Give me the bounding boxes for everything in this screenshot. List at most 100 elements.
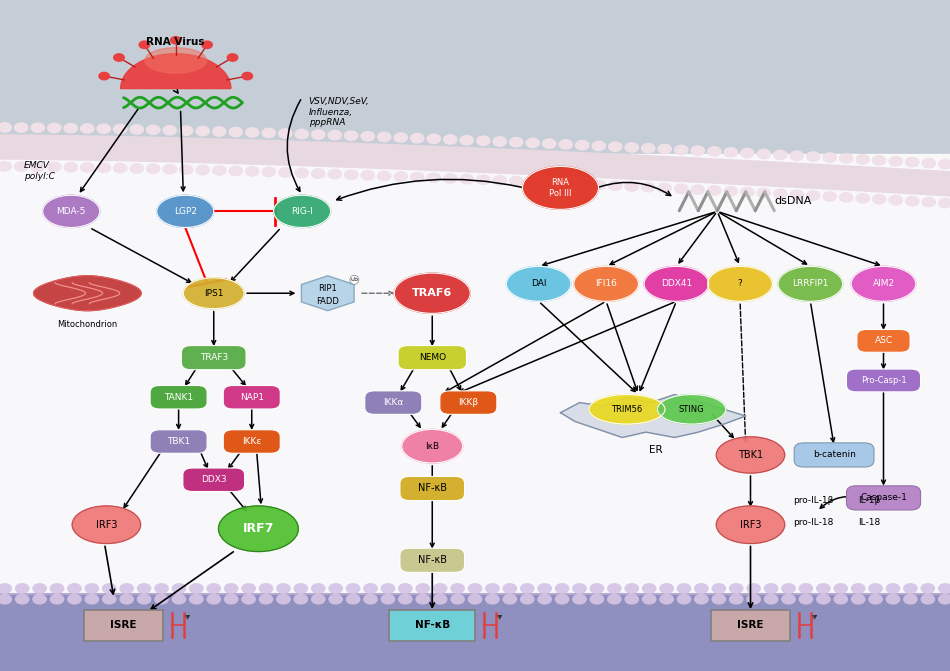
Circle shape xyxy=(155,584,168,593)
Circle shape xyxy=(691,146,704,156)
Text: IKKβ: IKKβ xyxy=(458,398,479,407)
Text: TRAF6: TRAF6 xyxy=(412,289,452,298)
FancyBboxPatch shape xyxy=(150,385,207,409)
Circle shape xyxy=(64,123,77,133)
Text: NF-κB: NF-κB xyxy=(414,621,450,630)
Circle shape xyxy=(468,595,482,604)
Circle shape xyxy=(224,595,238,604)
FancyBboxPatch shape xyxy=(182,468,245,491)
Text: FADD: FADD xyxy=(316,297,339,306)
Circle shape xyxy=(428,173,441,183)
Circle shape xyxy=(0,584,11,593)
Circle shape xyxy=(694,584,708,593)
Circle shape xyxy=(905,197,919,206)
Circle shape xyxy=(328,130,341,140)
Circle shape xyxy=(468,584,482,593)
Circle shape xyxy=(886,584,900,593)
Circle shape xyxy=(712,595,726,604)
Ellipse shape xyxy=(43,195,100,227)
Circle shape xyxy=(213,166,226,175)
Text: DAI: DAI xyxy=(531,279,546,289)
Circle shape xyxy=(33,584,47,593)
FancyBboxPatch shape xyxy=(390,610,476,641)
Text: LRRFIP1: LRRFIP1 xyxy=(792,279,828,289)
Circle shape xyxy=(103,584,116,593)
Ellipse shape xyxy=(183,278,244,309)
Circle shape xyxy=(521,584,534,593)
Circle shape xyxy=(81,162,94,172)
Circle shape xyxy=(64,162,77,172)
Circle shape xyxy=(747,595,760,604)
Circle shape xyxy=(560,140,573,149)
Circle shape xyxy=(642,584,656,593)
Circle shape xyxy=(560,178,573,188)
Circle shape xyxy=(730,584,743,593)
Ellipse shape xyxy=(218,506,298,552)
Text: IκB: IκB xyxy=(426,442,439,451)
Circle shape xyxy=(939,160,950,169)
Text: TBK1: TBK1 xyxy=(167,437,190,446)
Circle shape xyxy=(477,136,490,146)
Circle shape xyxy=(410,134,424,143)
Circle shape xyxy=(190,595,203,604)
Text: ISRE: ISRE xyxy=(737,621,764,630)
Circle shape xyxy=(573,584,586,593)
Text: ?: ? xyxy=(738,279,743,289)
Circle shape xyxy=(86,595,99,604)
Circle shape xyxy=(625,595,638,604)
Circle shape xyxy=(886,595,900,604)
Circle shape xyxy=(608,595,621,604)
Circle shape xyxy=(922,158,936,168)
Circle shape xyxy=(294,584,308,593)
Text: IFI16: IFI16 xyxy=(595,279,618,289)
Circle shape xyxy=(538,584,551,593)
Circle shape xyxy=(724,187,737,196)
Circle shape xyxy=(625,182,638,191)
Circle shape xyxy=(782,584,795,593)
Circle shape xyxy=(773,150,787,160)
Circle shape xyxy=(658,144,672,154)
Circle shape xyxy=(851,595,864,604)
Circle shape xyxy=(856,194,869,203)
Circle shape xyxy=(246,166,259,176)
Circle shape xyxy=(172,584,185,593)
Circle shape xyxy=(172,595,185,604)
Circle shape xyxy=(0,595,11,604)
Circle shape xyxy=(229,127,242,137)
Text: Mitochondrion: Mitochondrion xyxy=(57,320,118,329)
Circle shape xyxy=(276,595,290,604)
Circle shape xyxy=(903,584,917,593)
Circle shape xyxy=(381,584,394,593)
Circle shape xyxy=(114,54,124,61)
FancyBboxPatch shape xyxy=(711,610,790,641)
Text: ISRE: ISRE xyxy=(110,621,137,630)
Circle shape xyxy=(444,135,457,144)
Circle shape xyxy=(242,72,253,80)
Circle shape xyxy=(823,153,836,162)
Circle shape xyxy=(556,584,569,593)
Circle shape xyxy=(807,152,820,161)
Circle shape xyxy=(361,170,374,180)
Circle shape xyxy=(48,162,61,172)
Circle shape xyxy=(377,132,390,142)
Polygon shape xyxy=(560,395,746,437)
Circle shape xyxy=(873,195,886,204)
Circle shape xyxy=(114,163,127,172)
Text: IRF3: IRF3 xyxy=(740,520,761,529)
Circle shape xyxy=(410,172,424,182)
Circle shape xyxy=(730,595,743,604)
Circle shape xyxy=(807,191,820,200)
Circle shape xyxy=(834,584,847,593)
Circle shape xyxy=(526,138,540,148)
Circle shape xyxy=(262,128,276,138)
Circle shape xyxy=(677,584,691,593)
Circle shape xyxy=(660,595,674,604)
FancyBboxPatch shape xyxy=(181,346,246,370)
Circle shape xyxy=(485,584,499,593)
Circle shape xyxy=(642,595,656,604)
Circle shape xyxy=(677,595,691,604)
FancyBboxPatch shape xyxy=(365,391,422,414)
Circle shape xyxy=(747,584,760,593)
Circle shape xyxy=(146,125,160,135)
Text: RNA
Pol III: RNA Pol III xyxy=(549,178,572,197)
